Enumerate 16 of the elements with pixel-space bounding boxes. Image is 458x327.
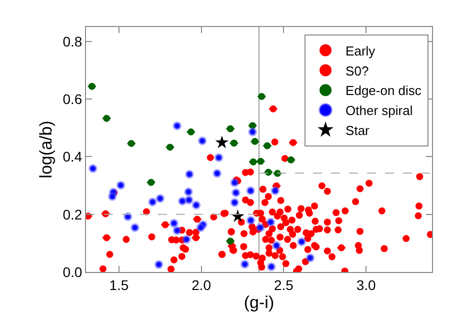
x-tick-label: 2.0 xyxy=(192,276,212,293)
y-axis-title: log(a/b) xyxy=(36,120,56,178)
y-tick-label: 0.4 xyxy=(62,148,82,165)
y-tick-label: 0.6 xyxy=(62,90,82,107)
x-axis-title: (g-i) xyxy=(244,293,274,312)
x-tick-label: 2.5 xyxy=(274,276,294,293)
x-tick-label: 1.5 xyxy=(109,276,129,293)
x-tick-label: 3.0 xyxy=(356,276,376,293)
y-tick-label: 0.2 xyxy=(62,206,82,222)
legend-label: Other spiral xyxy=(346,103,413,118)
y-tick-label: 0.8 xyxy=(62,33,82,50)
legend-label: Edge-on disc xyxy=(346,83,422,98)
legend-label: Early xyxy=(346,43,376,58)
y-tick-label: 0.0 xyxy=(62,264,82,280)
legend-label: Star xyxy=(346,122,370,138)
legend-label: S0? xyxy=(346,63,369,78)
